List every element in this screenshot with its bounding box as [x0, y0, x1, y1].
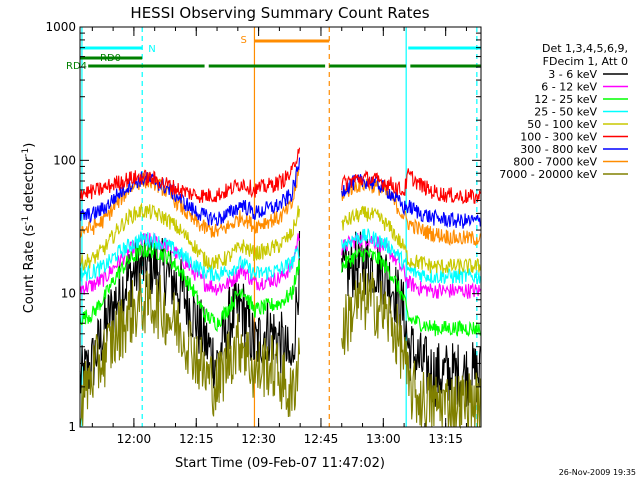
legend-label-6: 300 - 800 keV: [520, 143, 597, 156]
svg-text:Count Rate (s-1 detector-1): Count Rate (s-1 detector-1): [21, 143, 37, 314]
series-line-6-1: [341, 174, 481, 229]
y-ticks: 1 10 100 1000: [45, 20, 481, 434]
series-line-8-0: [79, 270, 301, 428]
x-tick-label-5: 13:15: [428, 432, 463, 446]
series-line-4-0: [79, 202, 301, 272]
flag-label-rd4: RD4: [66, 61, 87, 72]
legend-label-4: 50 - 100 keV: [527, 118, 597, 131]
x-tick-label-3: 12:45: [304, 432, 339, 446]
plot-content: N S RD0 RD4: [66, 27, 481, 430]
series-line-4-1: [341, 205, 481, 274]
series-line-6-0: [79, 157, 301, 226]
y-tick-label-2: 100: [53, 153, 76, 167]
legend-header-1: Det 1,3,4,5,6,9,: [542, 42, 628, 55]
y-tick-label-3: 1000: [45, 20, 76, 34]
series-line-5-0: [79, 147, 301, 203]
series-line-8-1: [341, 269, 481, 430]
legend: Det 1,3,4,5,6,9, FDecim 1, Att 0 3 - 6 k…: [499, 42, 628, 181]
y-tick-label-1: 10: [61, 287, 76, 301]
x-tick-label-1: 12:15: [179, 432, 214, 446]
x-tick-label-0: 12:00: [117, 432, 152, 446]
x-tick-label-2: 12:30: [241, 432, 276, 446]
legend-label-2: 12 - 25 keV: [534, 93, 597, 106]
series-line-2-0: [79, 242, 301, 333]
flag-label-n: N: [148, 44, 155, 55]
y-axis-label: Count Rate (s-1 detector-1): [21, 143, 37, 314]
flag-label-rd0: RD0: [100, 53, 121, 64]
series-line-2-1: [341, 247, 481, 337]
legend-label-3: 25 - 50 keV: [534, 106, 597, 119]
legend-label-1: 6 - 12 keV: [541, 81, 597, 94]
legend-label-5: 100 - 300 keV: [520, 131, 597, 144]
legend-label-0: 3 - 6 keV: [548, 68, 597, 81]
chart-title: HESSI Observing Summary Count Rates: [130, 4, 429, 22]
plot-frame: [79, 26, 482, 428]
legend-label-7: 800 - 7000 keV: [513, 156, 597, 169]
series-line-3-0: [79, 231, 300, 283]
legend-header-2: FDecim 1, Att 0: [543, 55, 628, 68]
x-tick-label-4: 13:00: [366, 432, 401, 446]
x-ticks: 12:00 12:15 12:30 12:45 13:00 13:15: [91, 27, 467, 446]
series-line-5-1: [341, 168, 481, 205]
flag-label-s: S: [240, 35, 246, 46]
footer-timestamp: 26-Nov-2009 19:35: [559, 468, 636, 477]
legend-label-8: 7000 - 20000 keV: [499, 168, 597, 181]
series-line-3-1: [341, 228, 481, 285]
x-axis-label: Start Time (09-Feb-07 11:47:02): [175, 456, 385, 471]
y-tick-label-0: 1: [68, 420, 76, 434]
